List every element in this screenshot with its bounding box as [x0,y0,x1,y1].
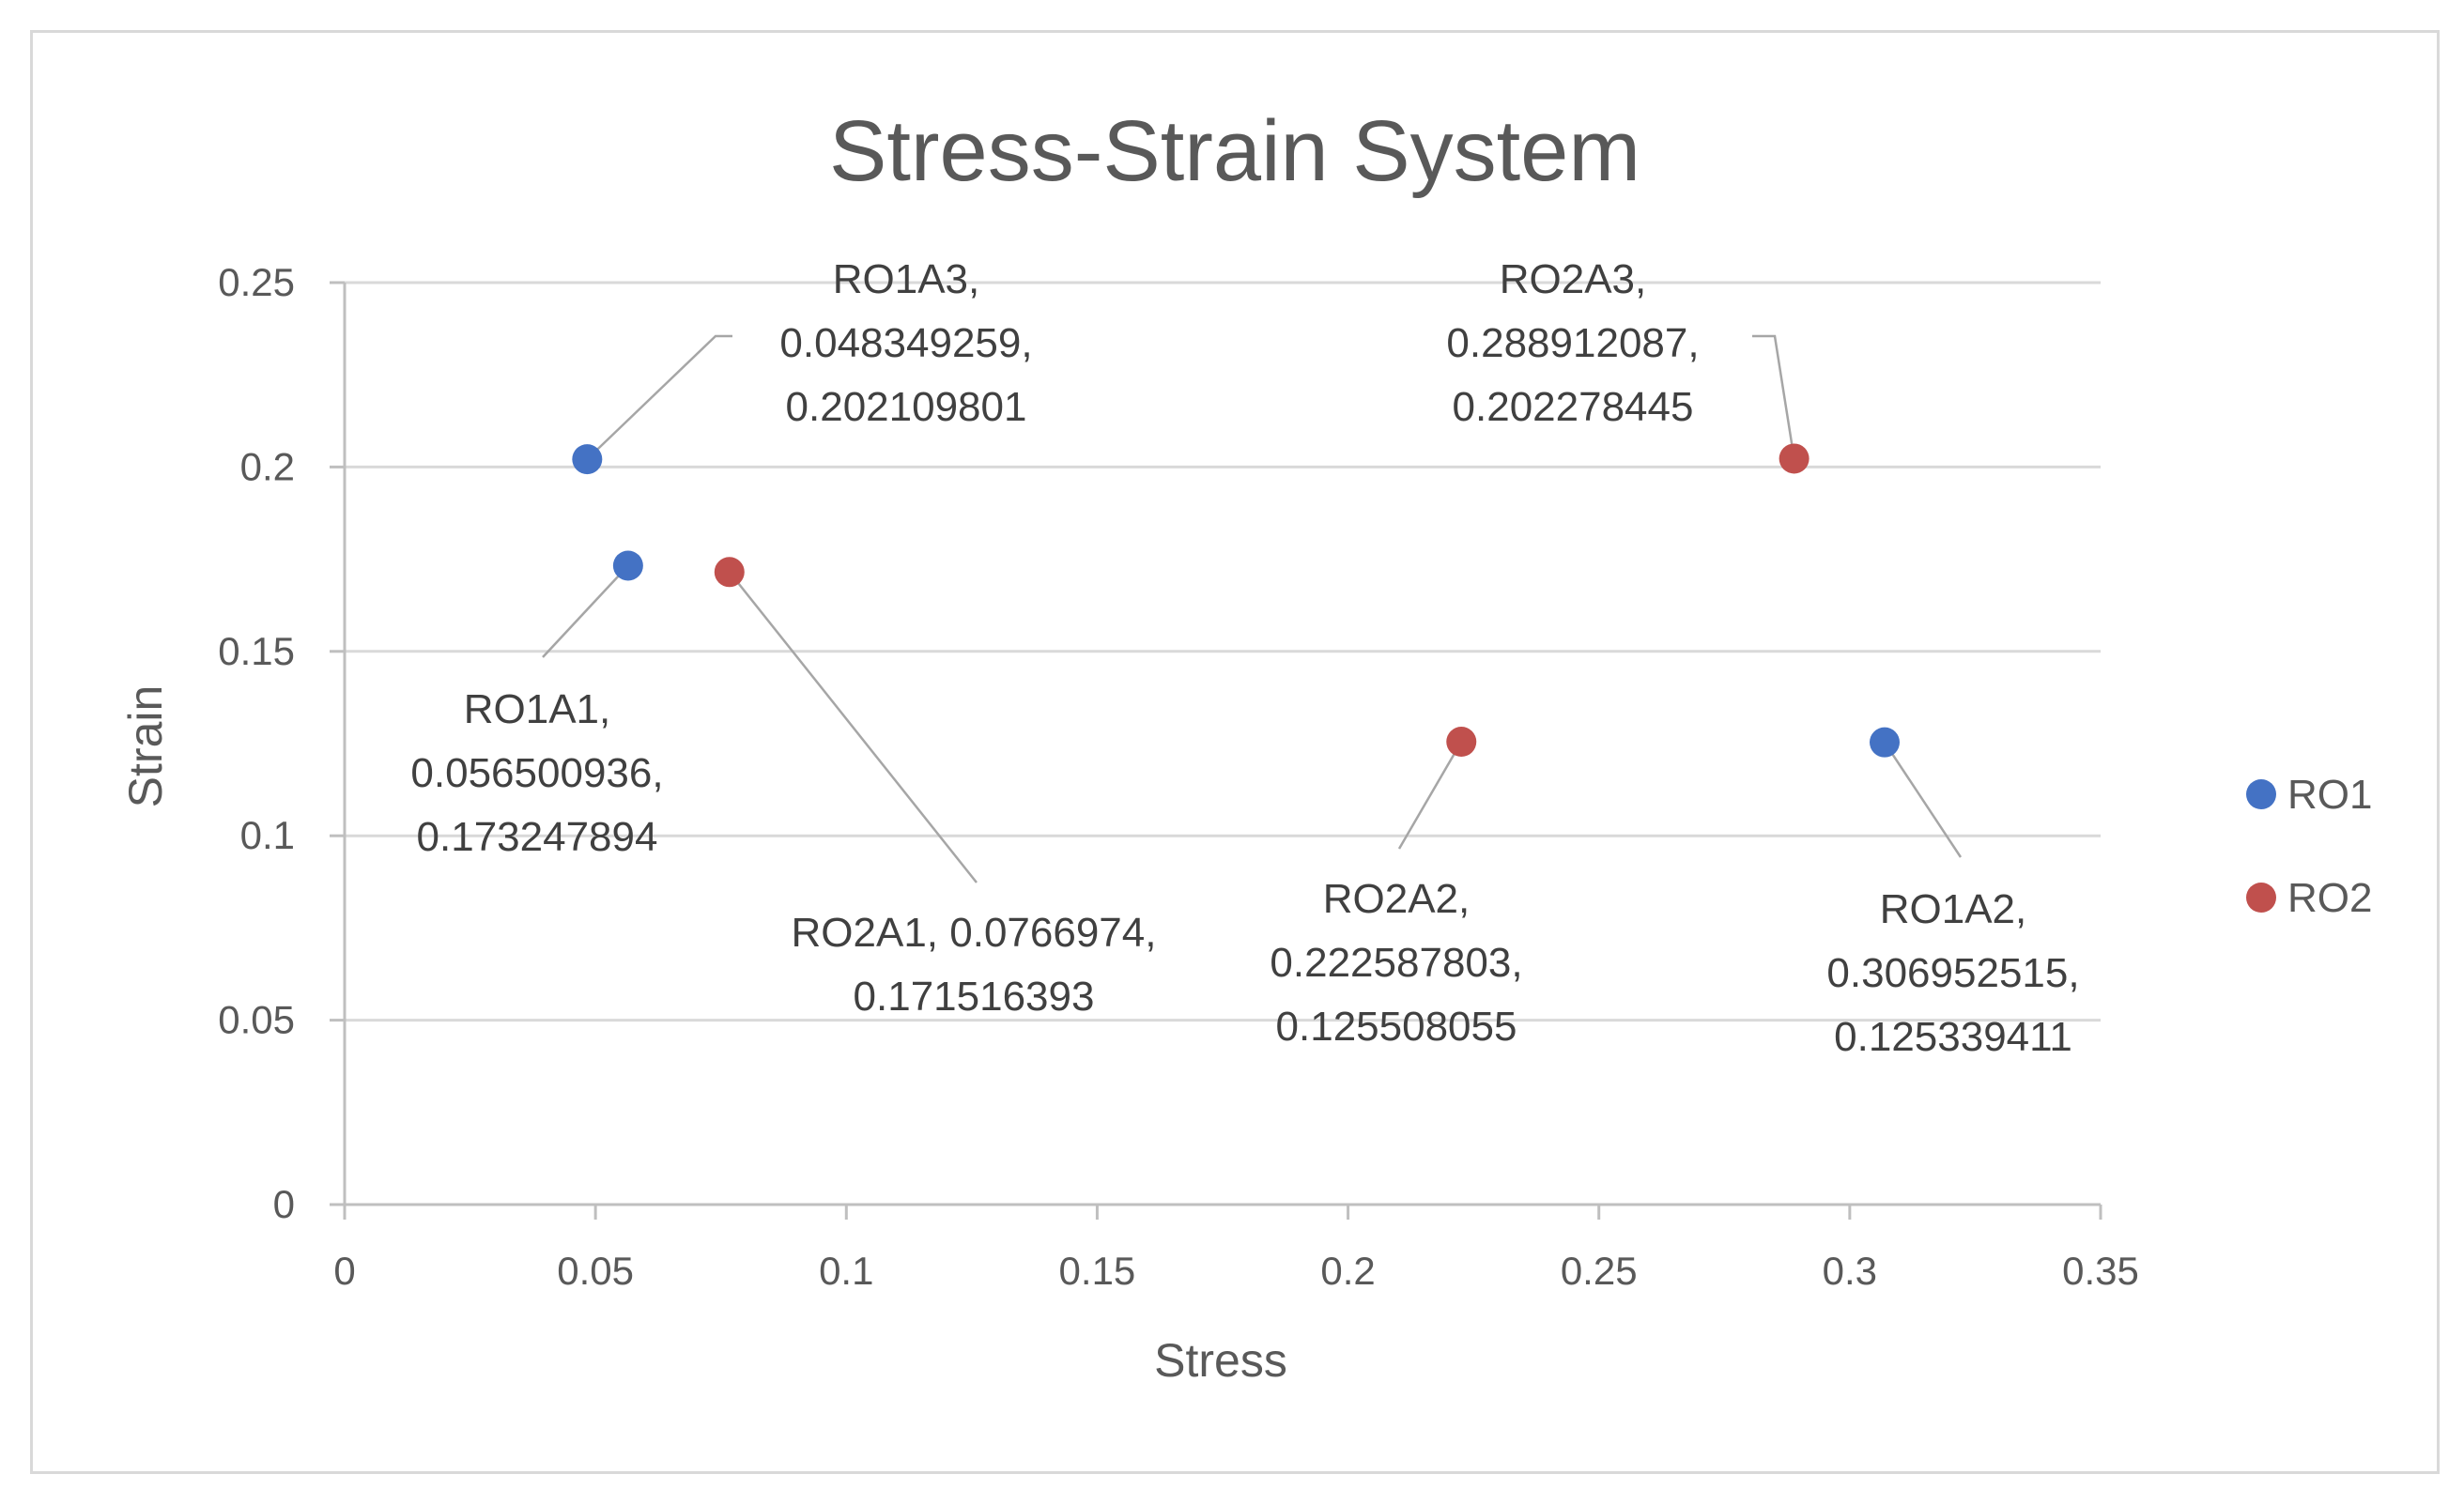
data-label-ro2a1: RO2A1, 0.0766974, 0.171516393 [792,910,1157,1020]
axes: 0 0.05 0.1 0.15 0.2 0.25 0 0.05 0.1 0.15 0.2 0.25 0.… [218,260,2139,1293]
legend-label-ro1: RO1 [2287,772,2372,818]
data-label-line: 0.048349259, [779,320,1032,366]
data-label-line: RO2A1, 0.0766974, [792,910,1157,956]
leader-line [1397,741,1463,850]
data-point-ro2a3[interactable] [1779,443,1810,474]
chart-area [30,30,2440,1474]
x-axis-title: Stress [1154,1334,1287,1387]
data-label-line: 0.202109801 [786,384,1027,430]
x-tick-label: 0.25 [1561,1249,1638,1293]
x-tick-label: 0.35 [2062,1249,2139,1293]
y-tick-label: 0 [273,1182,295,1226]
y-tick-label: 0.2 [240,444,295,488]
data-label-line: 0.125339411 [1834,1014,2072,1060]
data-point-ro1a3[interactable] [572,444,603,475]
data-point-ro1a2[interactable] [1870,727,1901,758]
y-tick-label: 0.15 [218,629,295,673]
data-point-ro2a2[interactable] [1446,727,1477,758]
legend-marker-ro2 [2246,883,2276,913]
data-label-line: 0.173247894 [417,814,658,860]
data-label-ro2a2: RO2A2, 0.222587803, 0.125508055 [1270,876,1522,1050]
legend: RO1 RO2 [2246,772,2372,921]
gridlines [345,281,2101,1022]
leader-line [542,564,629,658]
legend-marker-ro1 [2246,779,2276,809]
data-labels: RO1A1, 0.056500936, 0.173247894 RO1A2, 0.306… [410,256,2079,1060]
data-label-line: RO2A3, [1500,256,1647,302]
data-point-ro1a1[interactable] [612,550,643,581]
data-label-line: 0.288912087, [1446,320,1699,366]
data-label-line: 0.306952515, [1826,950,2079,996]
x-tick-label: 0.3 [1823,1249,1877,1293]
x-tick-label: 0 [333,1249,355,1293]
x-tick-label: 0.15 [1059,1249,1136,1293]
data-label-line: 0.056500936, [410,750,663,796]
data-label-ro1a3: RO1A3, 0.048349259, 0.202109801 [779,256,1032,430]
leader-line [586,334,732,461]
leader-line [728,571,978,883]
leader-lines [542,334,1963,883]
x-tick-label: 0.05 [557,1249,634,1293]
chart-title: Stress-Strain System [829,103,1640,199]
x-tick-label: 0.1 [819,1249,873,1293]
data-label-line: RO1A1, [464,686,611,732]
y-tick-label: 0.05 [218,998,295,1042]
data-label-ro1a2: RO1A2, 0.306952515, 0.125339411 [1826,886,2079,1060]
data-label-line: RO1A2, [1880,886,2027,932]
legend-label-ro2: RO2 [2287,875,2372,921]
data-point-ro2a1[interactable] [714,557,745,588]
data-label-ro2a3: RO2A3, 0.288912087, 0.202278445 [1446,256,1699,430]
y-tick-label: 0.1 [240,813,295,857]
data-label-line: 0.125508055 [1276,1004,1517,1050]
x-tick-label: 0.2 [1320,1249,1375,1293]
data-label-line: 0.171516393 [854,974,1095,1020]
y-tick-label: 0.25 [218,260,295,304]
data-label-line: 0.222587803, [1270,940,1522,986]
y-axis-title: Strain [119,685,172,808]
leader-line [1752,334,1795,459]
data-label-line: RO1A3, [833,256,980,302]
data-label-line: 0.202278445 [1453,384,1694,430]
leader-line [1883,741,1963,858]
data-label-ro1a1: RO1A1, 0.056500936, 0.173247894 [410,686,663,860]
data-label-line: RO2A2, [1323,876,1471,922]
data-points [572,443,1901,758]
